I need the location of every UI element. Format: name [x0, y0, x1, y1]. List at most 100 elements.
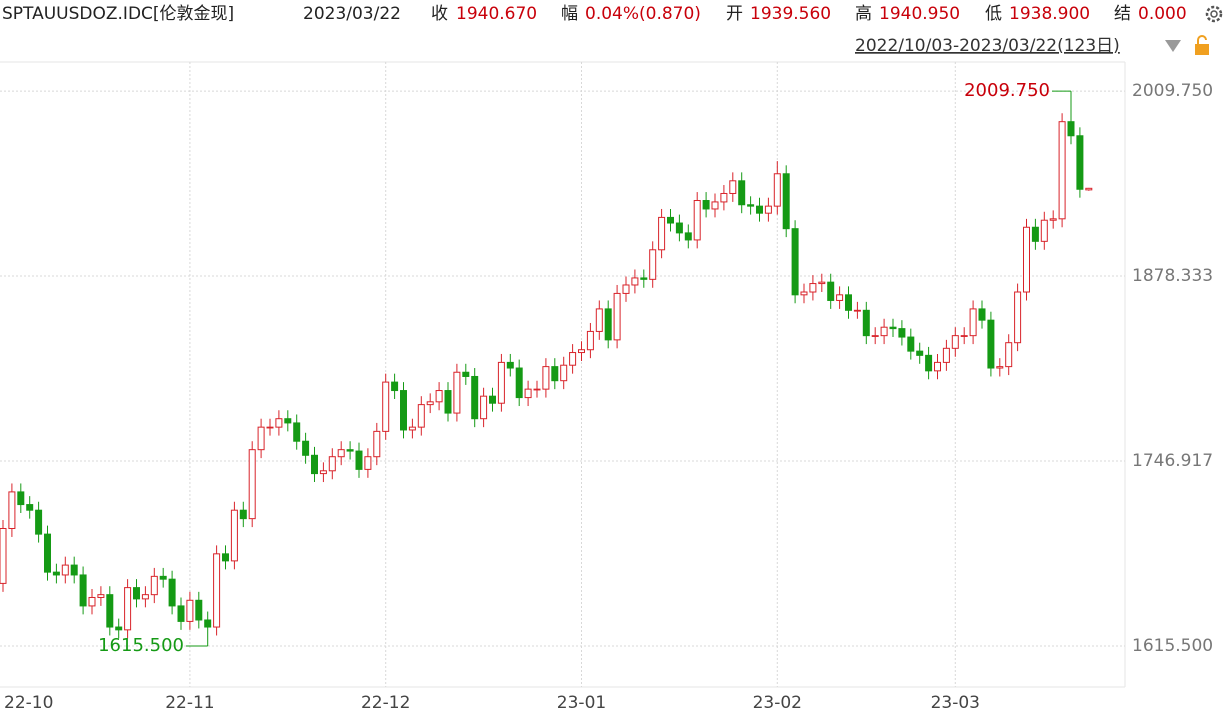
candle-body — [462, 371, 470, 377]
candle-body — [239, 509, 247, 520]
candle-body — [925, 354, 933, 372]
candle-body — [720, 192, 728, 203]
candle-body — [364, 456, 372, 470]
candle-body — [747, 204, 755, 207]
candle-body — [480, 395, 488, 420]
candle-body — [996, 366, 1004, 369]
candle-body — [862, 309, 870, 337]
candle-body — [0, 527, 7, 584]
candle-body — [916, 350, 924, 356]
candle-body — [898, 328, 906, 338]
field-label: 幅 — [561, 4, 578, 24]
x-tick-label: 22-11 — [165, 693, 214, 713]
settings-icon[interactable] — [1205, 5, 1223, 23]
candle-body — [444, 390, 452, 414]
candle-body — [800, 291, 808, 296]
candle-body — [640, 277, 648, 280]
candle-body — [400, 390, 407, 431]
candle-body — [560, 364, 568, 382]
candle-body — [133, 587, 140, 600]
candle-body — [1005, 342, 1013, 368]
candle-body — [293, 422, 301, 442]
candle-body — [79, 574, 87, 607]
x-tick-label: 22-12 — [361, 693, 410, 713]
field-label: 开 — [726, 4, 743, 24]
x-tick-label: 22-10 — [4, 693, 53, 713]
candle-body — [773, 173, 781, 207]
candle-body — [818, 281, 826, 285]
candle-body — [951, 335, 959, 349]
candle-body — [168, 578, 176, 607]
candle-body — [186, 599, 194, 622]
candle-body — [960, 335, 968, 337]
candle-body — [373, 430, 381, 458]
candle-body — [311, 454, 318, 475]
candle-body — [284, 418, 292, 424]
candle-body — [693, 200, 701, 241]
candle-body — [969, 308, 977, 337]
candle-body — [106, 594, 114, 628]
y-tick-label: 1615.500 — [1132, 636, 1213, 656]
candle-body — [52, 571, 60, 576]
candle-body — [17, 491, 25, 506]
y-tick-label: 1878.333 — [1132, 266, 1213, 286]
candle-body — [408, 426, 416, 431]
date: 2023/03/22 — [303, 4, 401, 24]
candle-body — [533, 388, 541, 391]
candle-body — [115, 626, 123, 631]
candle-body — [551, 366, 559, 382]
candle-body — [248, 449, 256, 520]
candle-body — [524, 388, 532, 399]
candle-body — [177, 605, 185, 622]
candle-body — [667, 216, 674, 224]
candle-body — [70, 564, 78, 576]
field-label: 低 — [985, 4, 1002, 24]
candle-body — [942, 347, 950, 363]
candle-body — [613, 292, 621, 341]
candle-body — [35, 509, 43, 535]
field-label: 收 — [431, 4, 448, 24]
candle-body — [195, 599, 203, 621]
candle-body — [337, 449, 345, 458]
candle-body — [453, 371, 461, 414]
candle-body — [1023, 226, 1030, 293]
max-label: 2009.750 — [964, 80, 1050, 101]
candle-body — [836, 294, 844, 301]
range[interactable]: 2022/10/03-2023/03/22(123日) — [855, 36, 1120, 56]
x-tick-label: 23-02 — [753, 693, 802, 713]
candle-body — [382, 381, 390, 432]
dropdown-arrow[interactable] — [1165, 40, 1181, 52]
x-tick-label: 23-01 — [557, 693, 606, 713]
candle-body — [150, 575, 158, 596]
candle-body — [889, 326, 897, 330]
candle-body — [497, 361, 505, 404]
candle-body — [391, 381, 399, 392]
y-tick-label: 1746.917 — [1132, 451, 1213, 471]
candle-body — [319, 470, 327, 475]
candle-body — [729, 180, 737, 194]
candle-body — [871, 335, 879, 337]
candle-body — [738, 180, 746, 206]
candle-body — [604, 308, 612, 341]
candle-body — [1049, 218, 1057, 221]
candle-body — [159, 575, 167, 580]
candle-body — [827, 281, 835, 301]
candle-body — [649, 249, 657, 280]
candle-body — [97, 594, 105, 598]
candle-body — [355, 450, 363, 470]
candle-body — [987, 319, 995, 369]
lock-body — [1195, 44, 1209, 55]
candle-body — [417, 404, 425, 428]
candle-body — [853, 309, 861, 312]
x-tick-label: 23-03 — [931, 693, 980, 713]
candle-body — [275, 418, 283, 428]
candle-body — [631, 277, 639, 286]
candle-body — [44, 533, 51, 573]
candle-body — [782, 173, 790, 230]
y-tick-label: 2009.750 — [1132, 81, 1213, 101]
candle-body — [586, 330, 594, 351]
candle-body — [711, 201, 719, 210]
candle-body — [346, 449, 354, 452]
candle-body — [569, 352, 577, 366]
candle-body — [791, 228, 799, 296]
